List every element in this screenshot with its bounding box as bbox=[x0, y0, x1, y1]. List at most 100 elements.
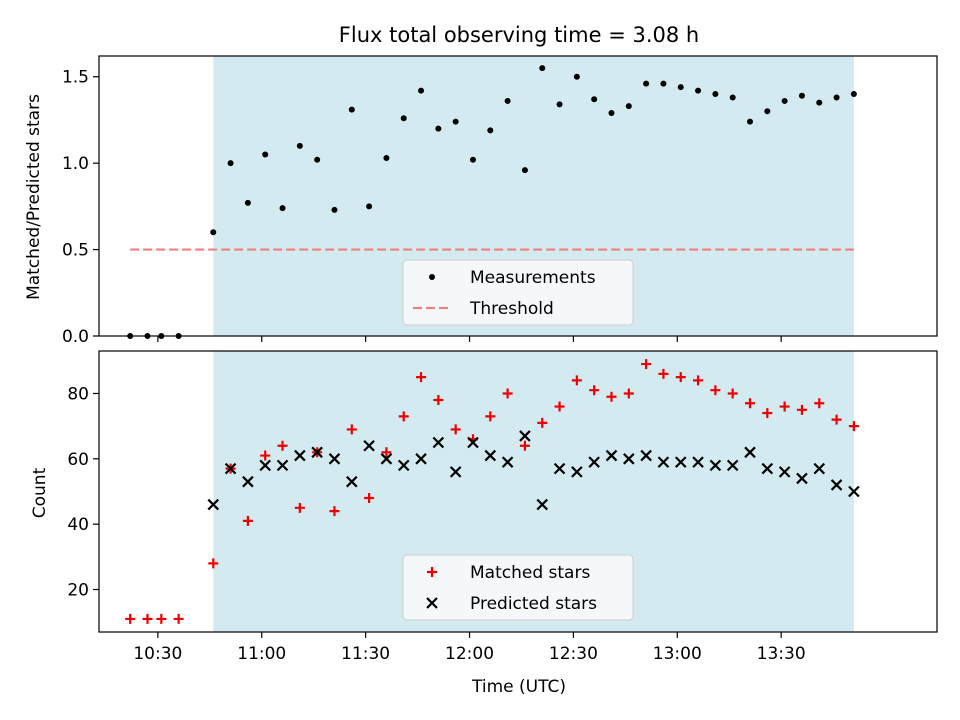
predicted-point bbox=[605, 449, 618, 462]
matched-point bbox=[277, 440, 288, 451]
measurement-point bbox=[227, 160, 234, 167]
matched-point bbox=[658, 368, 669, 379]
count-y-tick-label: 60 bbox=[67, 450, 89, 470]
y-axis-label-ratio: Matched/Predicted stars bbox=[24, 94, 44, 300]
predicted-point bbox=[380, 453, 393, 465]
measurement-point bbox=[764, 108, 771, 115]
matched-point bbox=[796, 404, 807, 415]
predicted-point bbox=[571, 466, 583, 478]
predicted-point bbox=[813, 462, 826, 475]
legend-label: Measurements bbox=[470, 268, 596, 288]
measurement-point bbox=[366, 203, 373, 210]
measurement-point bbox=[608, 110, 615, 117]
measurement-point bbox=[262, 151, 269, 158]
matched-point bbox=[641, 359, 652, 370]
matched-point bbox=[398, 411, 409, 422]
matched-point bbox=[294, 502, 305, 513]
predicted-point bbox=[744, 446, 756, 459]
matched-point bbox=[433, 395, 444, 406]
ratio-panel: 0.0 0.5 1.0 1.5 Measurements Threshold bbox=[62, 55, 938, 347]
predicted-point bbox=[328, 453, 341, 465]
x-tick-label: 11:30 bbox=[341, 644, 390, 664]
predicted-point bbox=[640, 449, 652, 462]
matched-point bbox=[485, 411, 496, 422]
legend-label: Predicted stars bbox=[470, 594, 597, 614]
predicted-point bbox=[294, 449, 306, 462]
measurement-point bbox=[660, 80, 667, 87]
measurement-point bbox=[504, 97, 511, 104]
matched-point bbox=[502, 388, 513, 399]
predicted-point bbox=[709, 459, 722, 472]
legend-box bbox=[402, 554, 634, 621]
matched-point bbox=[814, 398, 825, 409]
ratio-series-0 bbox=[127, 65, 840, 339]
matched-point bbox=[329, 506, 340, 517]
matched-point bbox=[519, 440, 530, 451]
matched-point bbox=[745, 398, 756, 409]
measurement-point bbox=[469, 156, 476, 163]
measurement-point bbox=[677, 84, 684, 91]
matched-point bbox=[173, 613, 184, 624]
x-tick-label: 13:30 bbox=[757, 644, 806, 664]
matched-point bbox=[142, 613, 153, 624]
matched-point bbox=[762, 408, 773, 419]
matched-point bbox=[242, 515, 253, 526]
measurement-point bbox=[400, 115, 407, 122]
ratio-y-tick-label: 0.0 bbox=[62, 327, 89, 347]
count-y-tick-label: 20 bbox=[67, 581, 89, 601]
predicted-point bbox=[467, 436, 479, 449]
measurement-point bbox=[418, 87, 425, 94]
measurement-point bbox=[435, 125, 442, 132]
predicted-point bbox=[501, 456, 514, 468]
measurement-point bbox=[695, 87, 702, 94]
x-tick-label: 12:00 bbox=[445, 644, 494, 664]
measurement-point bbox=[781, 97, 788, 104]
matched-point bbox=[156, 613, 167, 624]
predicted-point bbox=[778, 466, 791, 478]
predicted-point bbox=[519, 430, 531, 442]
matched-point bbox=[848, 421, 859, 432]
measurement-point bbox=[833, 94, 840, 101]
matched-point bbox=[208, 558, 219, 569]
predicted-point bbox=[674, 456, 687, 468]
matched-point bbox=[727, 388, 738, 399]
predicted-point bbox=[796, 472, 808, 485]
count-series-0 bbox=[125, 359, 859, 624]
measurement-point bbox=[331, 206, 338, 213]
matched-point bbox=[589, 385, 600, 396]
predicted-point bbox=[623, 453, 635, 465]
count-y-tick-label: 40 bbox=[67, 515, 89, 535]
x-axis-label: Time (UTC) bbox=[471, 677, 566, 697]
matched-point bbox=[346, 424, 357, 435]
measurement-point bbox=[643, 80, 650, 87]
measurement-point bbox=[798, 92, 805, 99]
predicted-point bbox=[536, 498, 549, 511]
count-series-1 bbox=[207, 430, 860, 511]
matched-point bbox=[831, 414, 842, 425]
matched-point bbox=[125, 613, 136, 624]
measurement-point bbox=[383, 154, 390, 161]
matched-point bbox=[450, 424, 461, 435]
legend-plus-icon bbox=[427, 567, 437, 577]
predicted-point bbox=[276, 459, 289, 472]
predicted-point bbox=[657, 456, 670, 468]
matched-point bbox=[381, 447, 392, 458]
measurement-point bbox=[747, 118, 754, 125]
measurement-point bbox=[521, 167, 528, 174]
count-panel: 20 40 60 80 10:30 11:00 11:30 12:00 12:30 13:00 13… bbox=[67, 350, 938, 664]
matched-point bbox=[364, 493, 375, 504]
x-tick-label: 13:00 bbox=[653, 644, 702, 664]
predicted-point bbox=[311, 446, 323, 459]
x-tick-label: 10:30 bbox=[133, 644, 182, 664]
matched-point bbox=[779, 401, 790, 412]
legend-box bbox=[402, 259, 634, 326]
y-axis-label-count: Count bbox=[30, 467, 50, 518]
predicted-point bbox=[588, 456, 600, 468]
measurement-point bbox=[712, 91, 719, 98]
predicted-point bbox=[692, 456, 704, 468]
matched-point bbox=[260, 450, 271, 461]
matched-point bbox=[606, 391, 617, 402]
predicted-point bbox=[848, 485, 860, 498]
chart-title: Flux total observing time = 3.08 h bbox=[339, 23, 699, 47]
count-axes-frame bbox=[98, 350, 938, 633]
